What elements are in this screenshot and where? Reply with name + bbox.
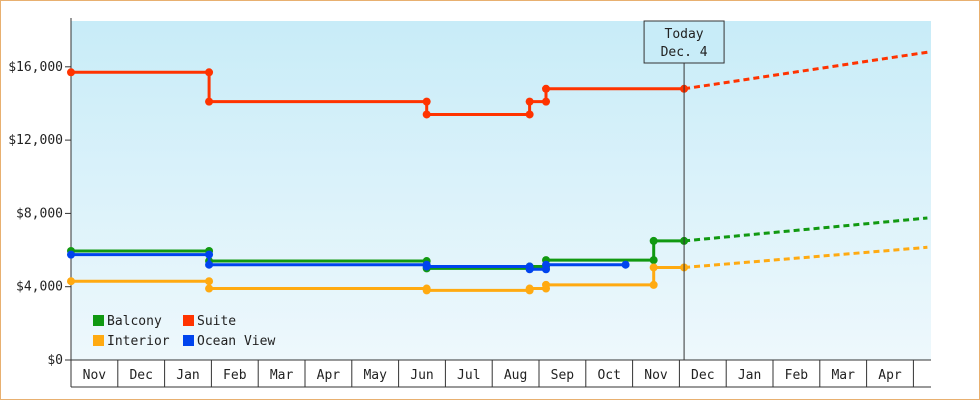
data-point-suite-4 bbox=[422, 110, 431, 119]
x-month-label-13: Dec bbox=[691, 368, 714, 383]
x-month-label-8: Jul bbox=[457, 368, 480, 383]
series-line-suite bbox=[71, 70, 685, 116]
data-point-suite-6 bbox=[525, 97, 534, 106]
x-month-label-3: Feb bbox=[223, 368, 247, 383]
x-month-label-17: Apr bbox=[878, 368, 902, 383]
data-point-suite-1 bbox=[205, 68, 214, 77]
y-tick-label-4: $16,000 bbox=[8, 60, 63, 75]
y-tick-label-0: $0 bbox=[47, 353, 63, 368]
data-point-ocean-view-9 bbox=[621, 260, 630, 269]
x-month-label-9: Aug bbox=[504, 368, 527, 383]
x-month-label-5: Apr bbox=[317, 368, 341, 383]
legend-label-ocean-view: Ocean View bbox=[197, 334, 275, 349]
data-point-ocean-view-6 bbox=[525, 265, 534, 274]
legend-label-balcony: Balcony bbox=[107, 314, 162, 329]
legend-label-suite: Suite bbox=[197, 314, 236, 329]
legend: Balcony Suite Interior Ocean View bbox=[93, 314, 275, 349]
x-month-label-6: May bbox=[363, 368, 387, 383]
data-point-ocean-view-2 bbox=[205, 260, 214, 269]
data-point-balcony-10 bbox=[649, 236, 658, 245]
x-month-label-14: Jan bbox=[738, 368, 761, 383]
x-month-label-0: Nov bbox=[83, 368, 107, 383]
x-axis: Nov Dec Jan Feb Mar Apr May Jun Jul Aug Sep Oct Nov D… bbox=[70, 359, 931, 388]
y-tick-label-1: $4,000 bbox=[16, 280, 63, 295]
data-point-ocean-view-1 bbox=[205, 250, 214, 259]
x-month-label-15: Feb bbox=[785, 368, 809, 383]
data-point-suite-5 bbox=[525, 110, 534, 119]
today-label: Today bbox=[665, 27, 704, 42]
series-projection-balcony bbox=[683, 216, 928, 243]
legend-label-interior: Interior bbox=[107, 334, 170, 349]
data-point-interior-4 bbox=[422, 286, 431, 295]
data-point-suite-8 bbox=[542, 84, 551, 93]
data-point-interior-8 bbox=[542, 280, 551, 289]
data-point-interior-2 bbox=[205, 284, 214, 293]
data-point-interior-0 bbox=[67, 277, 75, 286]
y-axis: $0 $4,000 $8,000 $12,000 $16,000 bbox=[8, 18, 72, 387]
x-month-label-11: Oct bbox=[597, 368, 620, 383]
today-date: Dec. 4 bbox=[661, 45, 708, 60]
x-month-label-1: Dec bbox=[129, 368, 152, 383]
series-ocean-view bbox=[67, 250, 630, 274]
data-point-suite-7 bbox=[542, 97, 551, 106]
x-month-label-2: Jan bbox=[176, 368, 199, 383]
y-tick-label-2: $8,000 bbox=[16, 206, 63, 221]
series-suite bbox=[67, 50, 928, 119]
data-point-ocean-view-8 bbox=[542, 260, 551, 269]
x-month-label-10: Sep bbox=[551, 368, 575, 383]
data-point-interior-1 bbox=[205, 277, 214, 286]
data-point-suite-0 bbox=[67, 68, 75, 77]
x-month-label-12: Nov bbox=[644, 368, 668, 383]
data-point-suite-2 bbox=[205, 97, 214, 106]
x-month-label-7: Jun bbox=[410, 368, 433, 383]
legend-swatch-balcony bbox=[93, 315, 104, 326]
series-projection-suite bbox=[683, 50, 928, 91]
data-point-ocean-view-4 bbox=[422, 262, 431, 271]
legend-swatch-ocean-view bbox=[183, 335, 194, 346]
y-tick-label-3: $12,000 bbox=[8, 133, 63, 148]
series-interior bbox=[67, 245, 928, 295]
data-point-interior-10 bbox=[649, 263, 658, 272]
plot-area bbox=[71, 21, 931, 360]
data-point-ocean-view-0 bbox=[67, 250, 75, 259]
series-projection-interior bbox=[683, 245, 928, 269]
data-point-balcony-9 bbox=[649, 256, 658, 265]
legend-swatch-suite bbox=[183, 315, 194, 326]
x-month-label-4: Mar bbox=[270, 368, 294, 383]
today-box bbox=[643, 20, 725, 64]
data-point-interior-9 bbox=[649, 280, 658, 289]
series-layer bbox=[67, 50, 928, 295]
data-point-suite-3 bbox=[422, 97, 431, 106]
x-month-label-16: Mar bbox=[831, 368, 855, 383]
today-marker: Today Dec. 4 bbox=[643, 20, 725, 360]
legend-swatch-interior bbox=[93, 335, 104, 346]
data-point-interior-6 bbox=[525, 284, 534, 293]
